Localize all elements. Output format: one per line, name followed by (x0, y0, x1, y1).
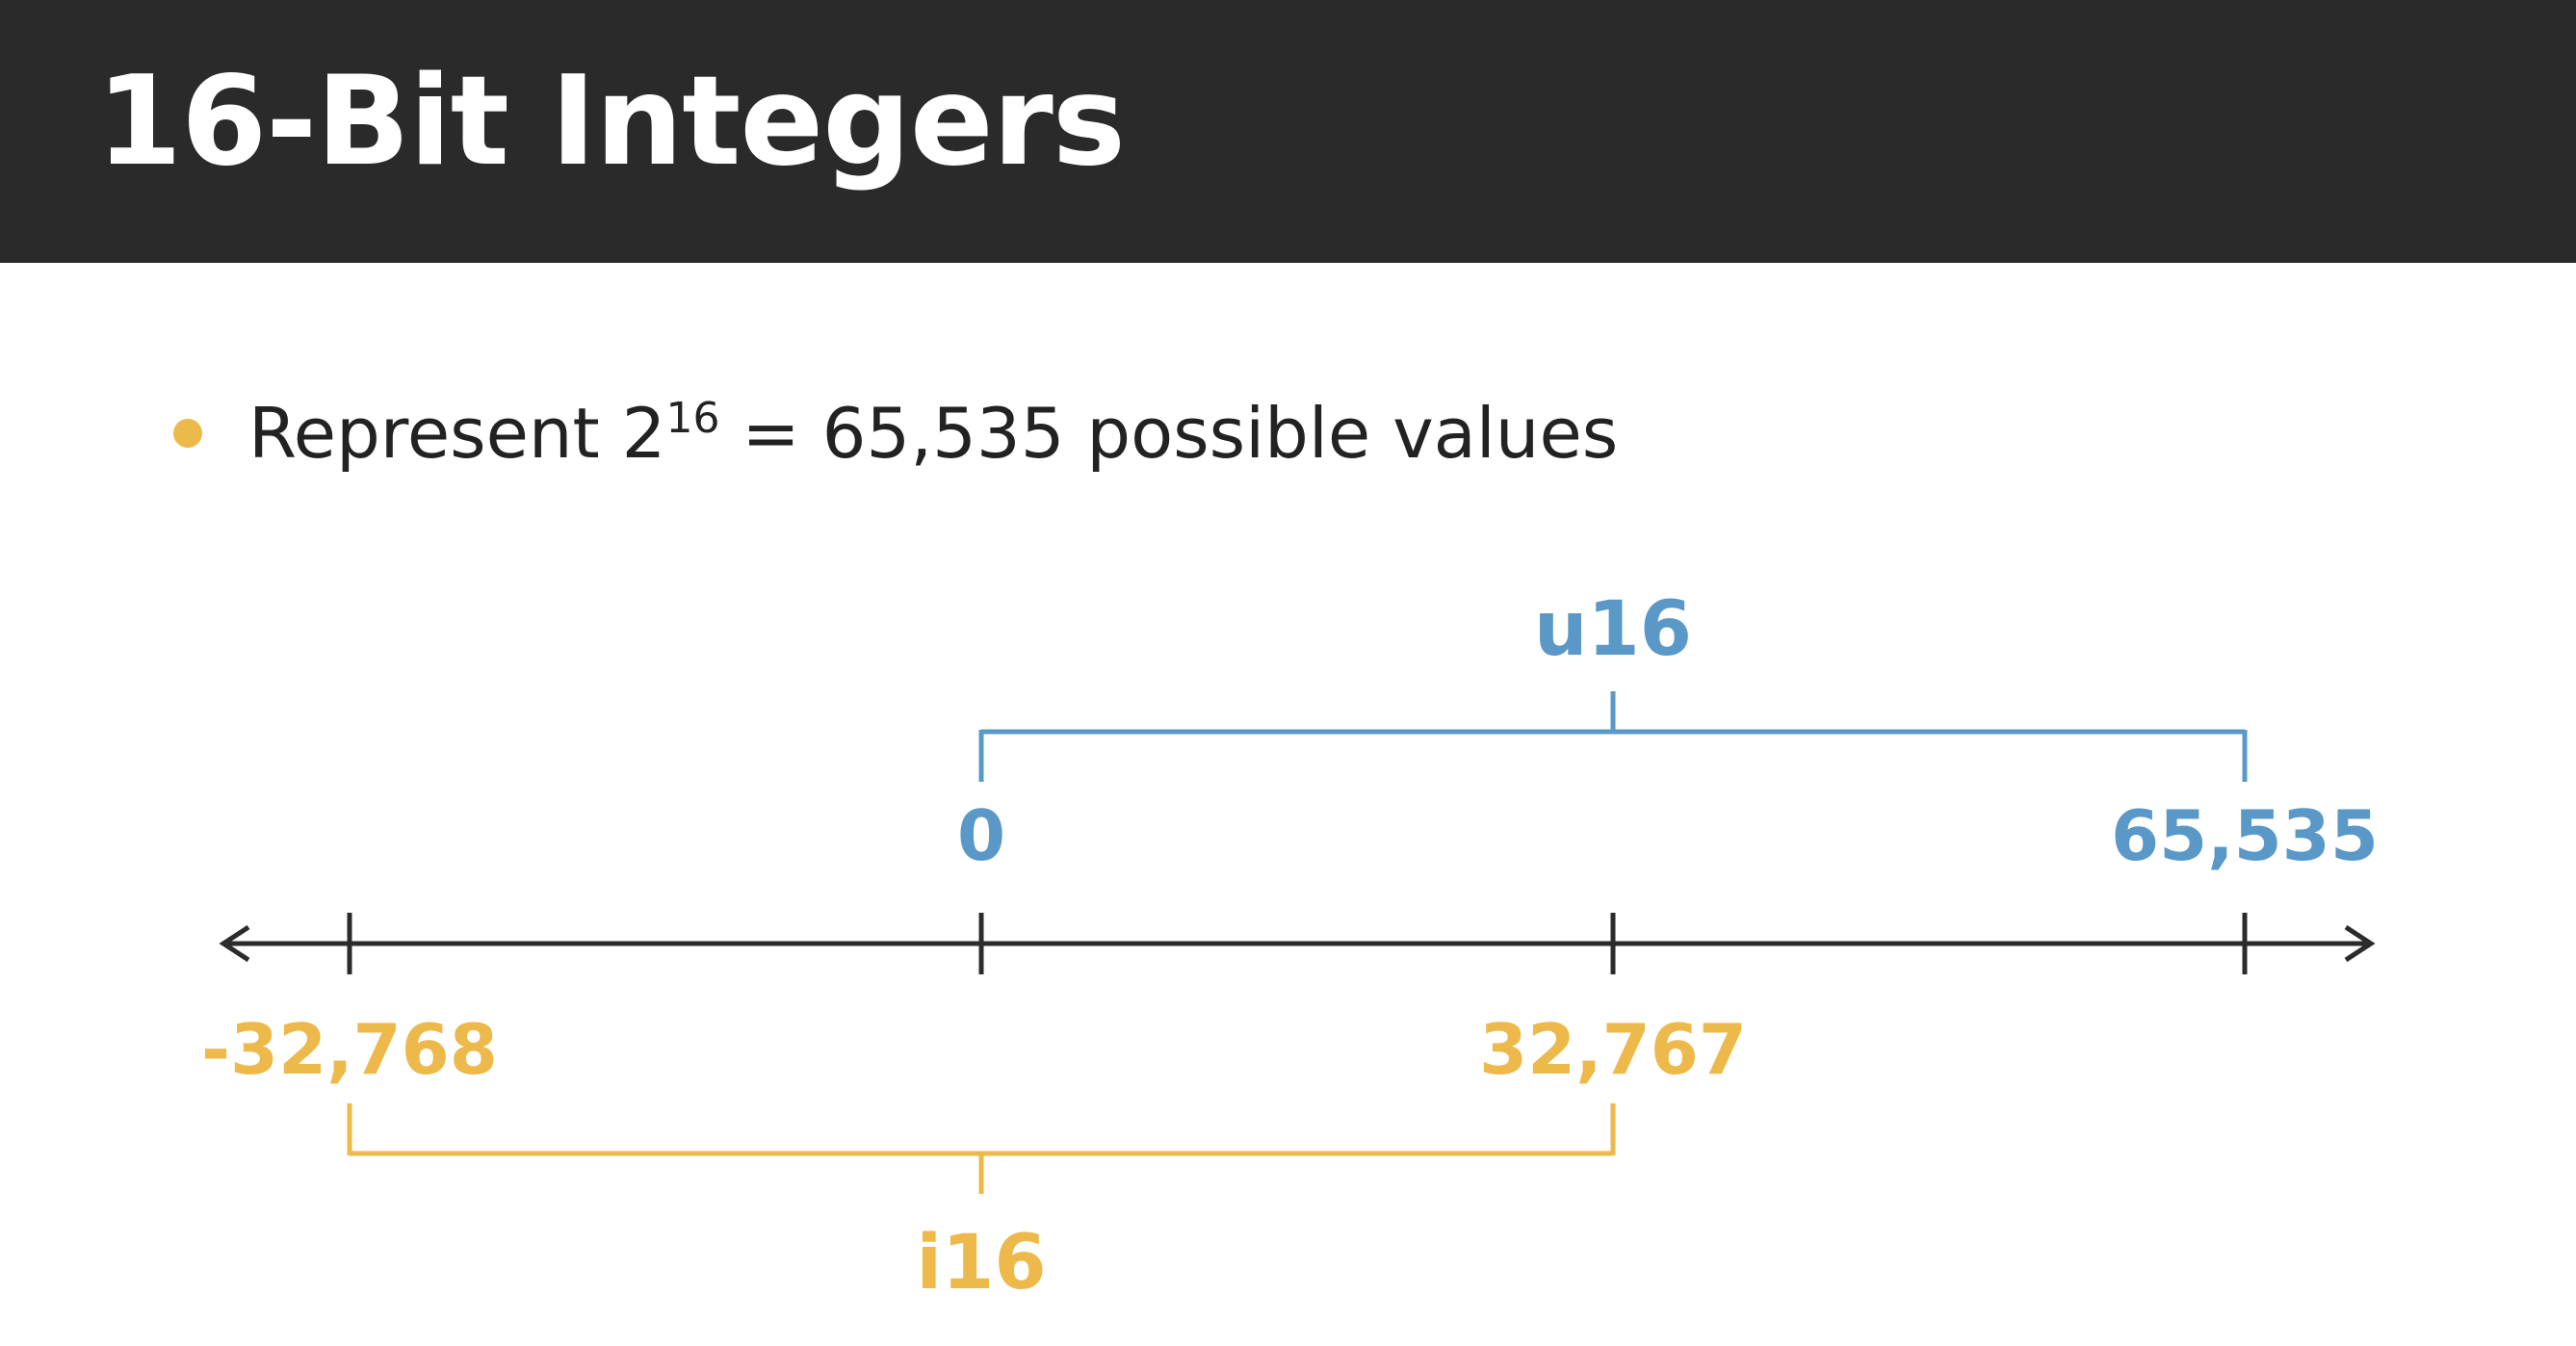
i16-label: i16 (916, 1220, 1046, 1307)
u16-max-label: 65,535 (2111, 795, 2379, 876)
axis-right-arrow-icon (2344, 924, 2376, 963)
u16-label: u16 (1534, 586, 1692, 673)
bullet-item: Represent 216 = 65,535 possible values (173, 385, 1618, 481)
u16-min-label: 0 (957, 795, 1005, 876)
i16-min-label: -32,768 (201, 1009, 498, 1090)
bullet-dot-icon (173, 419, 202, 448)
bullet-text: Represent 216 = 65,535 possible values (248, 385, 1618, 481)
i16-max-label: 32,767 (1479, 1009, 1747, 1090)
bullet-suffix: = 65,535 possible values (719, 393, 1619, 474)
bullet-exponent: 16 (665, 394, 720, 443)
i16-range (347, 1103, 1616, 1194)
slide-header: 16-Bit Integers (0, 0, 2576, 263)
number-line-axis (219, 913, 2376, 974)
bullet-prefix: Represent 2 (248, 393, 666, 474)
u16-range (978, 691, 2248, 782)
axis-left-arrow-icon (219, 924, 250, 963)
slide-title: 16-Bit Integers (96, 50, 1126, 194)
